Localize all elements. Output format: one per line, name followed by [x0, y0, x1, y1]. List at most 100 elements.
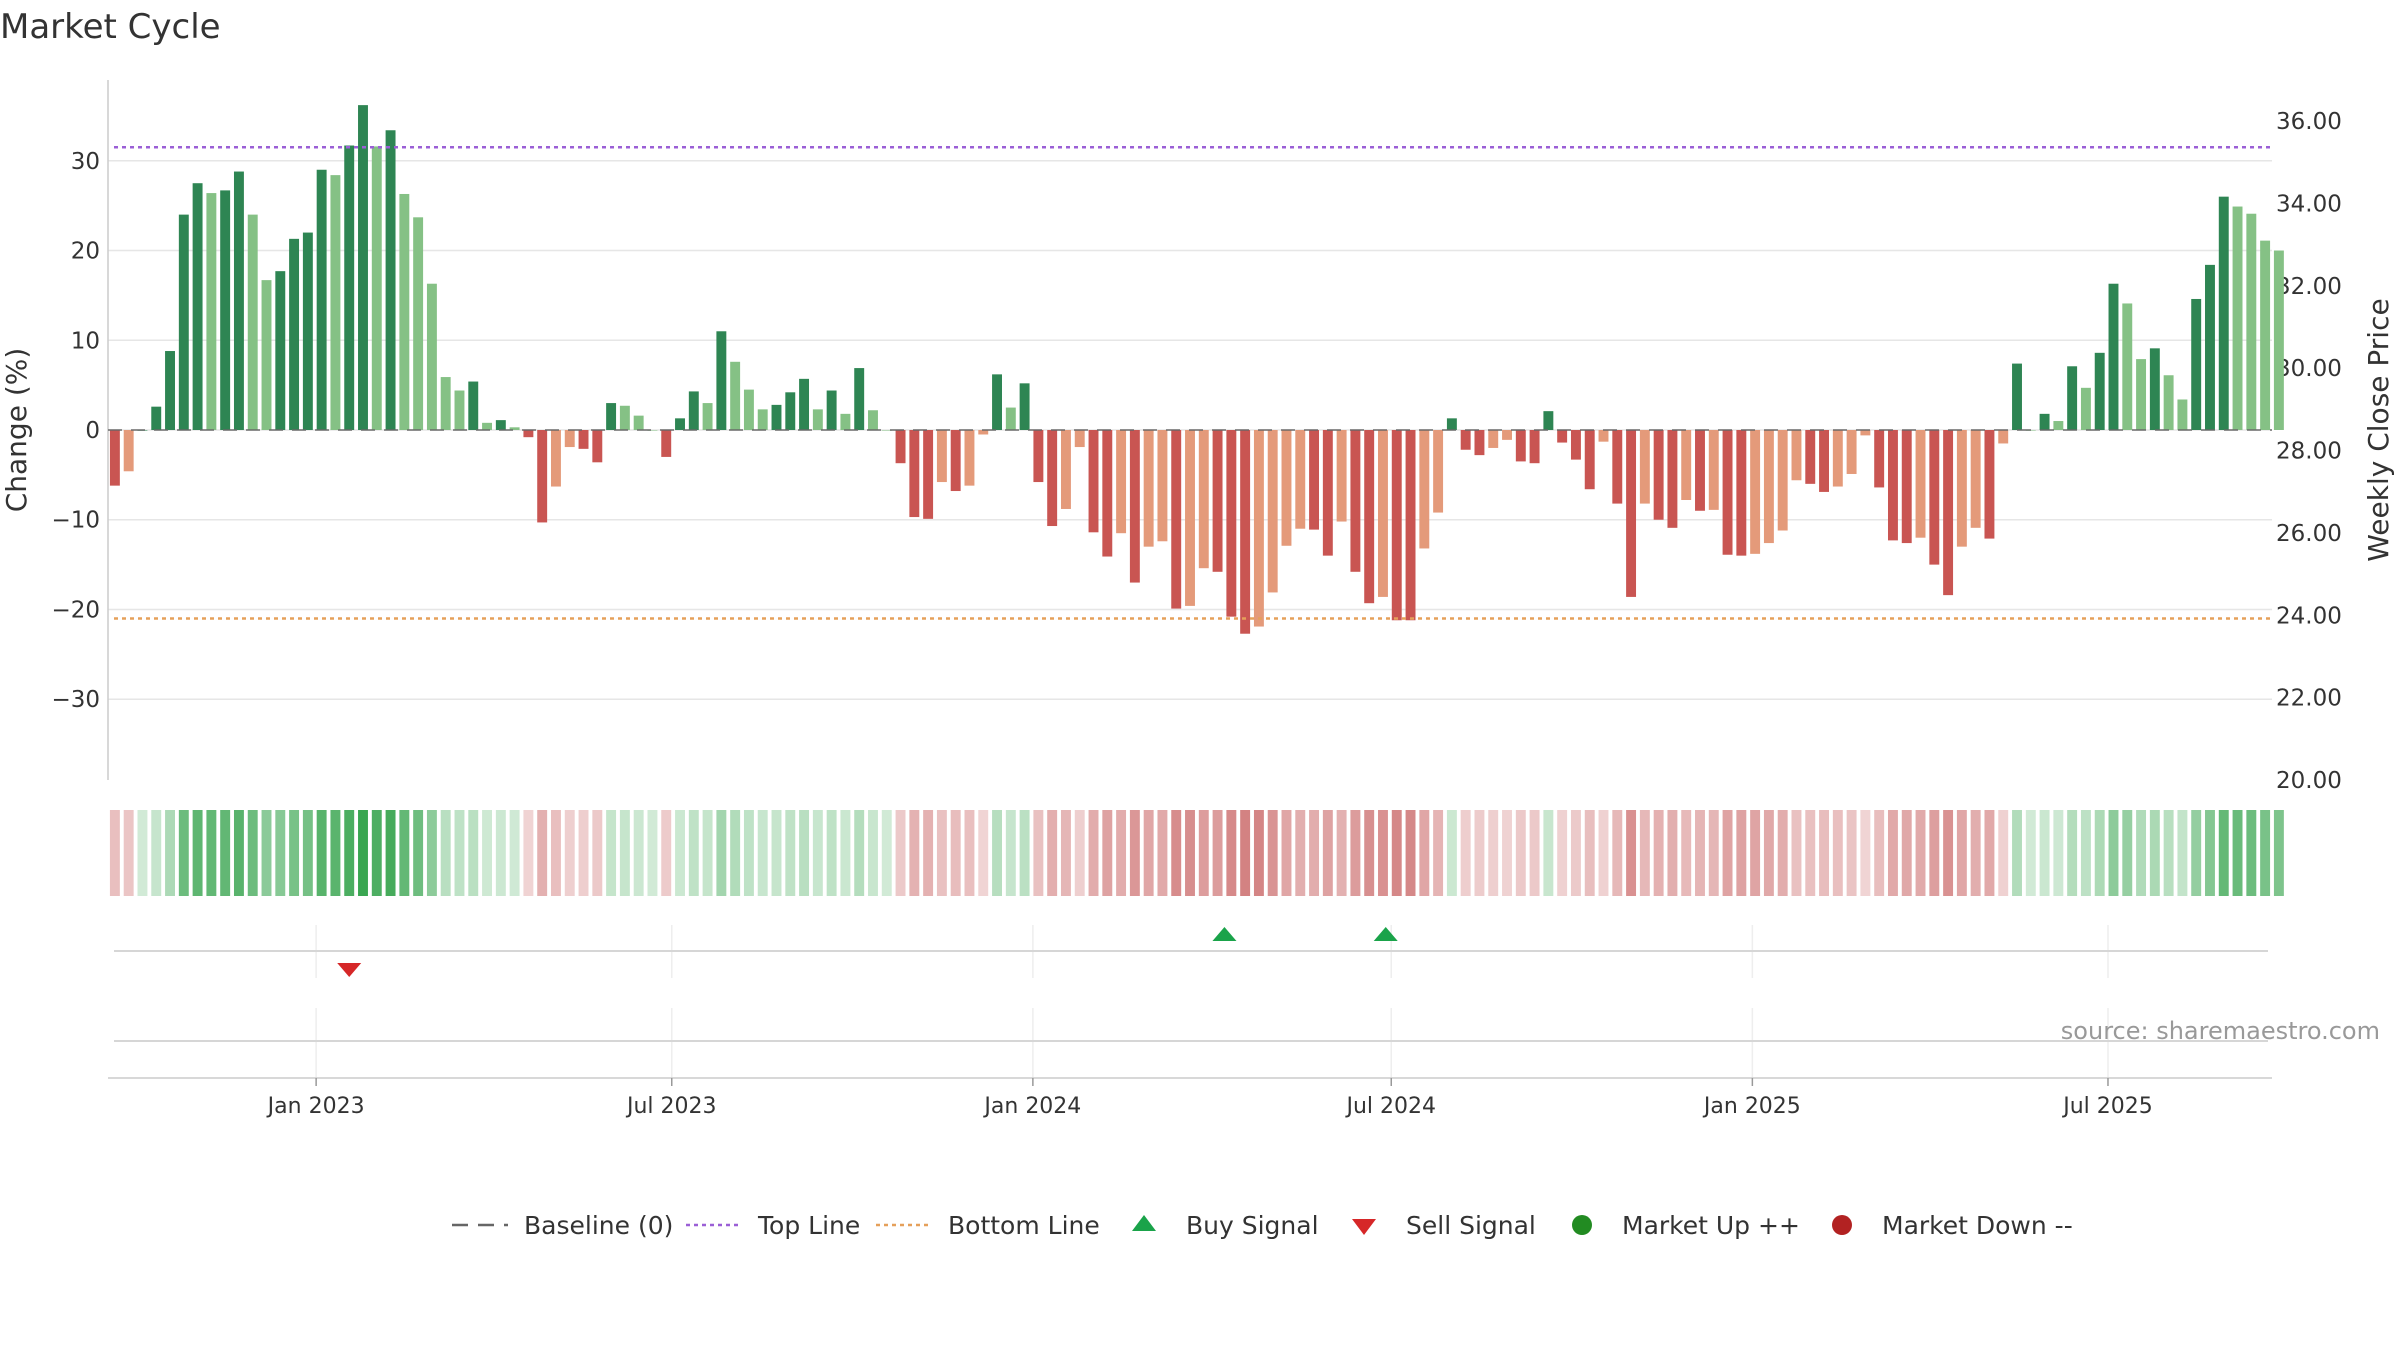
bar [330, 175, 341, 430]
bar [192, 183, 203, 430]
bar [1653, 430, 1664, 520]
heat-cell [1887, 810, 1898, 896]
bar [1860, 430, 1871, 436]
heat-cell [1185, 810, 1195, 896]
bar [2232, 206, 2243, 430]
bar [1019, 383, 1030, 430]
bar [206, 193, 217, 430]
heat-cell [2149, 810, 2160, 896]
legend-label: Buy Signal [1186, 1211, 1319, 1240]
heat-cell [2136, 810, 2147, 896]
bar [1419, 430, 1430, 549]
bar [1598, 430, 1609, 442]
bar [1777, 430, 1788, 531]
y-axis-right-title: Weekly Close Price [2362, 298, 2395, 561]
left-tick-label: −10 [51, 508, 100, 534]
heat-cell [2108, 810, 2119, 896]
heat-cell [1033, 810, 1044, 896]
heat-cell [661, 810, 672, 896]
bar [1074, 430, 1085, 448]
heat-cell [413, 810, 424, 896]
heat-cell [550, 810, 561, 896]
bar [1102, 430, 1113, 557]
legend-buy-signal-icon [1132, 1215, 1156, 1231]
bar [1129, 430, 1140, 583]
left-tick-label: 20 [71, 239, 100, 265]
bar [1998, 430, 2009, 444]
heat-cell [978, 810, 989, 896]
heat-cell [151, 810, 162, 896]
heat-cell [606, 810, 617, 896]
bar [2260, 240, 2271, 430]
heat-cell [261, 810, 272, 896]
heat-cell [1502, 810, 1512, 896]
bar [1515, 430, 1526, 462]
bar [743, 389, 754, 430]
heat-cell [2039, 810, 2050, 896]
heat-cell [1198, 810, 1209, 896]
bar [1791, 430, 1802, 481]
bar [826, 390, 837, 430]
bar [523, 430, 534, 438]
heat-cell [1129, 810, 1140, 896]
heat-cell [757, 810, 768, 896]
bar [1901, 430, 1912, 544]
bar [1750, 430, 1761, 554]
bar [1570, 430, 1581, 460]
bar [1557, 430, 1568, 443]
heat-cell [358, 810, 368, 896]
buy-signal-marker [1212, 927, 1237, 941]
bar [1143, 430, 1154, 547]
bar [2080, 387, 2091, 430]
heat-cell [1116, 810, 1127, 896]
heat-cell [1860, 810, 1871, 896]
bar [992, 374, 1002, 430]
bar [2094, 352, 2105, 430]
heat-cell [2025, 810, 2036, 896]
heat-cell [1708, 810, 1719, 896]
bar [495, 420, 506, 430]
right-tick-label: 22.00 [2276, 686, 2342, 712]
sell-signal-marker [337, 963, 362, 977]
bar [2163, 375, 2174, 430]
bar [2191, 298, 2202, 430]
legend-sell-signal-icon [1352, 1219, 1376, 1235]
heat-cell [523, 810, 534, 896]
heat-cell [2122, 810, 2133, 896]
bar [275, 271, 286, 430]
left-tick-label: 30 [71, 149, 100, 175]
heat-cell [1488, 810, 1499, 896]
bar [1488, 430, 1499, 448]
heat-cell [1405, 810, 1416, 896]
bar [592, 430, 603, 463]
bar [688, 391, 699, 430]
bar [909, 430, 920, 518]
bar [1915, 430, 1926, 538]
bar [1474, 430, 1485, 456]
heat-cell [647, 810, 658, 896]
heat-cell [578, 810, 589, 896]
bar [2053, 421, 2064, 430]
heat-cell [840, 810, 851, 896]
legend-label: Baseline (0) [524, 1211, 673, 1240]
heat-cell [2067, 810, 2078, 896]
bar [2273, 250, 2284, 430]
bar [1378, 430, 1388, 597]
heat-cell [1819, 810, 1830, 896]
bar [1502, 430, 1512, 440]
legend-market-up-icon [1572, 1215, 1592, 1235]
bar [2246, 213, 2257, 430]
legend-label: Bottom Line [948, 1211, 1100, 1240]
heat-cell [1019, 810, 1030, 896]
right-tick-label: 28.00 [2276, 439, 2342, 465]
bar [289, 238, 300, 430]
bar [178, 214, 189, 430]
heat-cell [702, 810, 713, 896]
bar [247, 214, 258, 430]
bar [1639, 430, 1650, 504]
bar [1681, 430, 1692, 500]
left-tick-label: −30 [51, 687, 100, 713]
bar [482, 422, 493, 430]
heat-cell [812, 810, 823, 896]
